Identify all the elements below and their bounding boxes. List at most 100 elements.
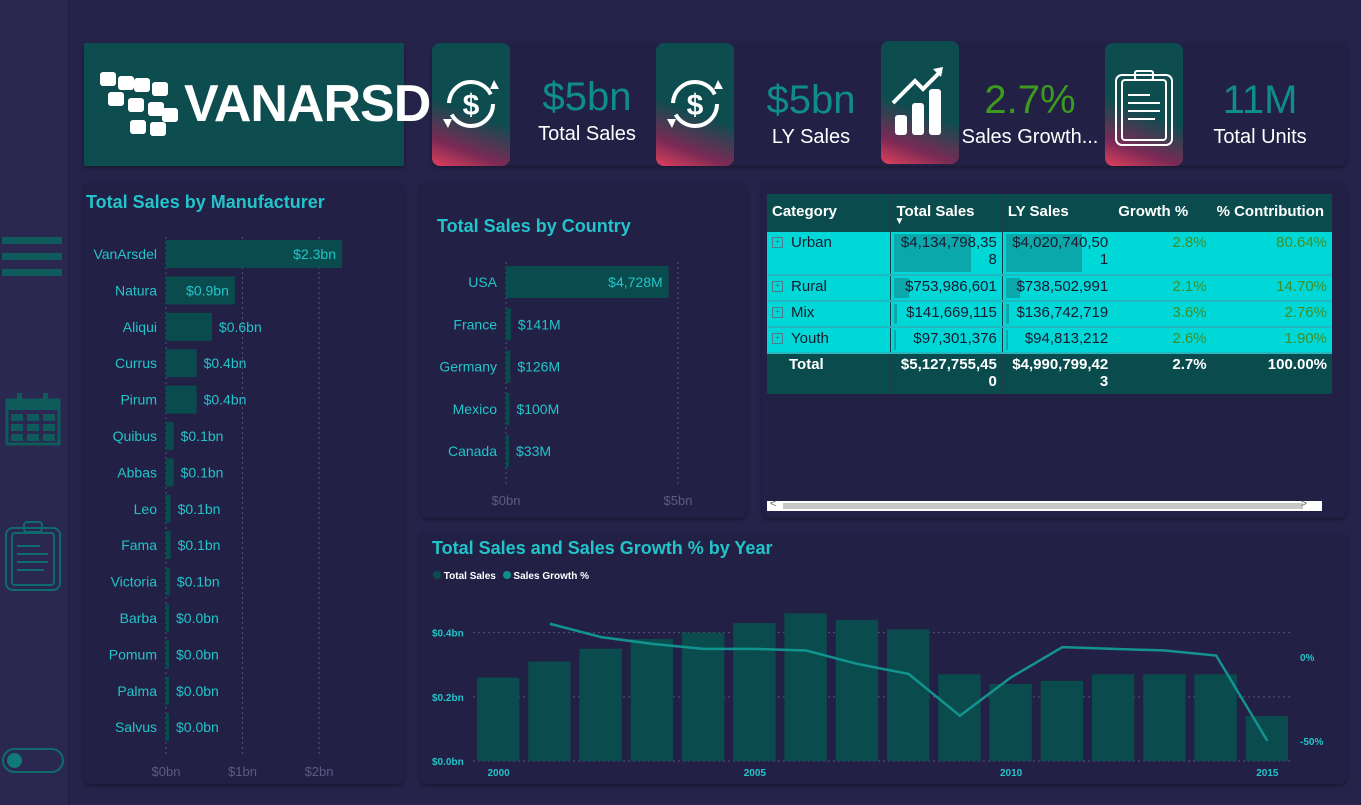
x-tick-label: $0bn [492, 493, 521, 508]
col-total-sales[interactable]: Total Sales ▼ [890, 194, 1003, 232]
ly-sales-value: $738,502,991 [1016, 278, 1109, 295]
bar[interactable] [166, 422, 174, 450]
manufacturer-chart-title: Total Sales by Manufacturer [86, 192, 325, 212]
cell-total-sales: $753,986,601 [890, 275, 1003, 302]
matrix-horizontal-scrollbar[interactable]: < > [767, 498, 1322, 511]
category-name: Rural [791, 278, 827, 295]
year-bar[interactable] [477, 677, 520, 761]
scrollbar-thumb[interactable] [783, 503, 1303, 509]
theme-toggle[interactable] [2, 748, 64, 773]
year-bar[interactable] [784, 613, 827, 761]
kpi-value-1: $5bn [766, 78, 856, 122]
scroll-right-icon[interactable]: > [1300, 498, 1307, 510]
y-right-tick: -50% [1300, 737, 1323, 748]
matrix-row-youth[interactable]: + Youth $97,301,376 $94,813,212 2.6% 1.90% [767, 327, 1332, 354]
bar[interactable] [506, 266, 669, 298]
bar[interactable] [506, 350, 511, 383]
year-bar[interactable] [1040, 680, 1083, 761]
bar[interactable] [166, 312, 212, 341]
category-label: Barba [120, 610, 158, 626]
total-label: Total [767, 353, 892, 394]
bar[interactable] [166, 276, 235, 305]
bar[interactable] [166, 240, 342, 268]
manufacturer-bar-chart: $0bn $1bn $2bn VanArsdel $2.3bn Natura $0.9bn A… [93, 237, 342, 779]
sales-growth-line[interactable] [549, 622, 1269, 742]
hamburger-menu-icon[interactable] [2, 237, 62, 285]
contribution-total: 100.00% [1211, 353, 1332, 394]
year-chart-title: Total Sales and Sales Growth % by Year [432, 538, 773, 558]
bar[interactable] [166, 640, 169, 669]
matrix-row-urban[interactable]: + Urban $4,134,798,358 $4,020,740,501 2.8% 80… [767, 232, 1332, 276]
calendar-icon[interactable] [5, 392, 61, 446]
data-label: $0.1bn [177, 574, 220, 590]
legend-total-sales-dot [433, 571, 441, 579]
data-label: $0.4bn [204, 392, 247, 408]
data-label: $0.1bn [181, 428, 224, 444]
cell-ly-sales: $4,020,740,501 [1002, 232, 1114, 276]
bar[interactable] [166, 676, 169, 705]
matrix-row-mix[interactable]: + Mix $141,669,115 $136,742,719 3.6% 2.76% [767, 301, 1332, 328]
y-left-tick: $0.4bn [432, 629, 464, 640]
year-bar[interactable] [1143, 674, 1186, 761]
year-bar[interactable] [989, 684, 1032, 761]
year-bar[interactable] [528, 661, 571, 761]
col-growth[interactable]: Growth % [1113, 194, 1212, 232]
data-label: $2.3bn [293, 246, 336, 262]
data-label: $4,728M [608, 274, 662, 290]
dollar-refresh-icon: $ [656, 43, 734, 166]
bar[interactable] [506, 435, 509, 468]
data-label: $0.0bn [176, 610, 219, 626]
year-bar[interactable] [887, 629, 930, 761]
year-bar[interactable] [835, 619, 878, 761]
x-tick-label: 2015 [1256, 768, 1279, 779]
sort-desc-icon: ▼ [894, 216, 905, 227]
legend-total-sales: Total Sales [443, 571, 496, 582]
col-ly-sales[interactable]: LY Sales [1002, 194, 1114, 232]
data-label: $100M [516, 401, 559, 417]
bar[interactable] [166, 458, 174, 487]
year-bar[interactable] [938, 674, 981, 761]
bar[interactable] [166, 385, 197, 414]
col-category[interactable]: Category [767, 194, 892, 232]
bar[interactable] [166, 494, 171, 523]
bar[interactable] [166, 531, 171, 560]
col-contribution[interactable]: % Contribution [1211, 194, 1332, 232]
year-bar[interactable] [630, 639, 673, 761]
category-label: USA [468, 274, 497, 290]
total-sales-value: $97,301,376 [913, 330, 997, 347]
bar[interactable] [166, 604, 169, 632]
kpi-label-2: Sales Growth... [961, 126, 1099, 148]
x-tick-label: 2005 [744, 768, 767, 779]
clipboard-icon[interactable] [4, 520, 62, 592]
category-label: Leo [134, 501, 158, 517]
bar[interactable] [506, 308, 511, 341]
x-tick-label: 2000 [488, 768, 511, 779]
data-label: $0.1bn [178, 501, 221, 517]
expand-icon[interactable]: + [772, 281, 783, 292]
x-tick-label: $0bn [152, 764, 181, 779]
bar[interactable] [166, 349, 197, 378]
cell-total-sales: $4,134,798,358 [890, 232, 1003, 276]
expand-icon[interactable]: + [772, 307, 783, 318]
category-label: Victoria [111, 574, 158, 590]
expand-icon[interactable]: + [772, 333, 783, 344]
year-bar[interactable] [1092, 674, 1135, 761]
year-chart-panel [420, 532, 1347, 784]
cell-growth: 2.1% [1113, 275, 1212, 302]
year-bar[interactable] [682, 632, 725, 761]
bar[interactable] [166, 567, 170, 596]
category-label: Currus [115, 355, 157, 371]
year-bar[interactable] [733, 623, 776, 761]
bar[interactable] [506, 392, 510, 425]
data-bar [1005, 330, 1008, 350]
category-name: Mix [791, 304, 815, 321]
matrix-row-rural[interactable]: + Rural $753,986,601 $738,502,991 2.1% 14.70% [767, 275, 1332, 302]
data-bar [1005, 234, 1082, 272]
bar[interactable] [166, 713, 169, 742]
year-bar[interactable] [1194, 674, 1237, 761]
year-bar[interactable] [579, 648, 622, 761]
expand-icon[interactable]: + [772, 237, 783, 248]
category-label: Salvus [115, 719, 157, 735]
svg-text:$: $ [463, 89, 480, 122]
scroll-left-icon[interactable]: < [770, 498, 777, 510]
